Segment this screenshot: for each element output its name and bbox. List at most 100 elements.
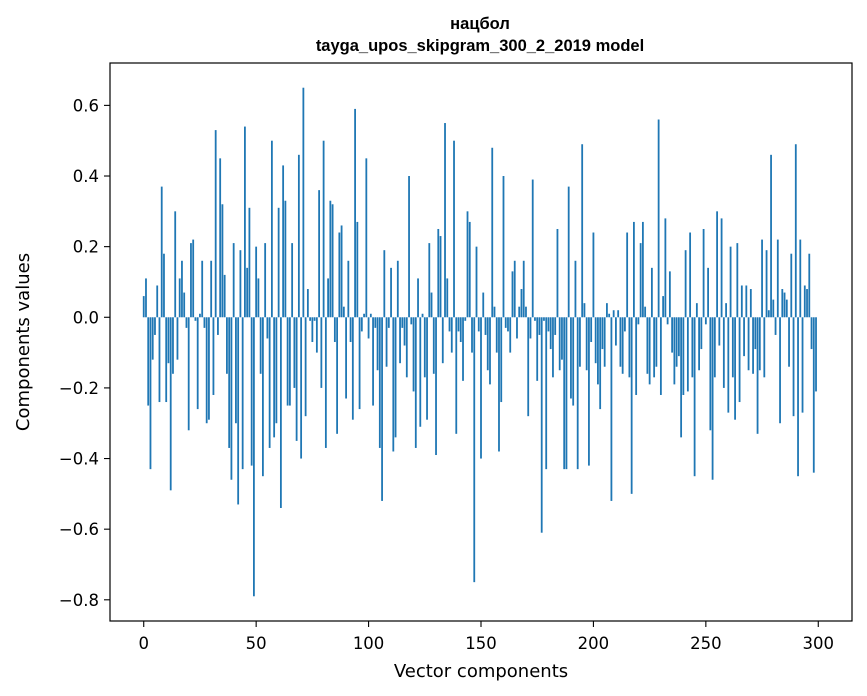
- y-axis-ticks: −0.8 −0.6 −0.4 −0.2 0.0 0.2 0.4 0.6: [59, 96, 110, 610]
- bar: [594, 317, 597, 364]
- bar: [713, 317, 716, 378]
- bar: [291, 243, 294, 318]
- bar: [567, 186, 570, 318]
- bar: [619, 317, 622, 367]
- bar: [464, 317, 467, 321]
- bar: [154, 317, 156, 335]
- bar: [666, 317, 669, 325]
- bar: [693, 317, 696, 477]
- bar: [163, 253, 165, 318]
- bar: [320, 317, 323, 388]
- x-tick-label: 300: [803, 634, 835, 653]
- bar: [801, 317, 804, 413]
- bar: [156, 285, 159, 318]
- bar: [659, 317, 662, 395]
- bar: [482, 292, 485, 318]
- bar: [590, 317, 593, 342]
- bar: [635, 317, 638, 395]
- y-tick-label: 0.4: [73, 167, 99, 186]
- bar: [306, 289, 309, 318]
- bar: [698, 317, 700, 371]
- bar: [756, 317, 759, 434]
- bar: [219, 158, 222, 318]
- bar: [212, 317, 215, 395]
- bar: [466, 211, 469, 318]
- bar: [194, 317, 197, 321]
- y-tick-label: −0.8: [59, 591, 99, 610]
- bar: [268, 317, 271, 448]
- bar: [169, 317, 172, 491]
- bar: [585, 317, 588, 371]
- bar: [763, 317, 766, 378]
- bar: [232, 243, 235, 318]
- bar: [437, 228, 440, 318]
- bar: [765, 250, 768, 318]
- bar: [255, 246, 258, 318]
- bar: [648, 317, 651, 385]
- bar: [244, 126, 246, 318]
- bar: [722, 317, 725, 388]
- bar: [489, 317, 491, 385]
- bar: [270, 140, 273, 318]
- bar: [779, 317, 781, 424]
- bar: [803, 285, 806, 318]
- bar: [338, 232, 341, 318]
- bar: [671, 317, 674, 353]
- bar: [610, 317, 613, 501]
- bar: [579, 317, 581, 367]
- bar: [235, 317, 237, 424]
- bar: [309, 317, 312, 321]
- bar: [282, 165, 285, 318]
- bar: [365, 158, 368, 318]
- bar: [783, 292, 786, 318]
- bar: [248, 207, 251, 318]
- bar: [754, 317, 757, 350]
- bar: [691, 317, 694, 378]
- bar: [448, 317, 451, 332]
- bars-group: [142, 87, 817, 597]
- bar: [446, 278, 449, 318]
- bar: [241, 317, 244, 470]
- bar: [749, 289, 752, 318]
- bar: [810, 317, 813, 350]
- bar: [599, 317, 602, 410]
- bar: [794, 144, 797, 318]
- bar: [297, 154, 300, 318]
- bar: [767, 310, 770, 318]
- bar: [538, 317, 541, 335]
- bar: [745, 285, 748, 318]
- bar: [493, 306, 496, 318]
- bar: [581, 144, 584, 318]
- bar: [176, 317, 179, 360]
- bar: [214, 130, 217, 318]
- bar: [419, 317, 422, 427]
- bar: [702, 228, 705, 318]
- bar: [226, 317, 228, 374]
- bar: [167, 317, 170, 364]
- bar: [689, 232, 692, 318]
- bar: [302, 87, 305, 318]
- bar: [644, 306, 647, 318]
- bar: [221, 204, 224, 318]
- bar: [597, 317, 599, 385]
- bar: [286, 317, 289, 406]
- x-tick-label: 150: [465, 634, 497, 653]
- bar: [455, 317, 458, 434]
- bar: [531, 179, 534, 318]
- x-tick-label: 50: [246, 634, 267, 653]
- bar: [502, 176, 505, 318]
- bar: [468, 221, 471, 318]
- y-tick-label: −0.6: [59, 520, 99, 539]
- bar: [199, 313, 201, 318]
- bar: [275, 317, 278, 424]
- bar: [603, 317, 606, 367]
- bar: [392, 317, 395, 452]
- bar: [356, 221, 359, 318]
- bar: [340, 225, 343, 318]
- bar: [396, 260, 399, 318]
- x-axis-label: Vector components: [394, 661, 568, 682]
- bar: [704, 317, 707, 325]
- y-tick-label: 0.0: [73, 308, 99, 327]
- bar: [417, 278, 419, 318]
